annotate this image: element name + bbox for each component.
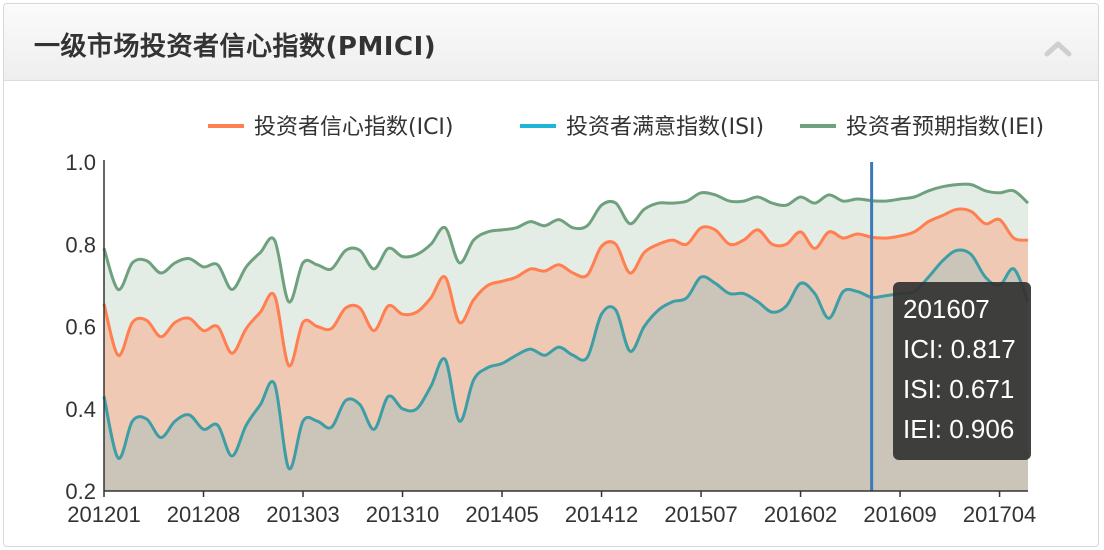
x-tick-label: 201602 bbox=[764, 502, 837, 527]
legend-label: 投资者预期指数(IEI) bbox=[846, 115, 1044, 140]
y-tick-label: 0.4 bbox=[65, 397, 96, 422]
x-tick-label: 201208 bbox=[167, 502, 240, 527]
x-tick-label: 201303 bbox=[266, 502, 339, 527]
x-tick-label: 201310 bbox=[366, 502, 439, 527]
x-tick-label: 201405 bbox=[465, 502, 538, 527]
legend-item-ici[interactable]: 投资者信心指数(ICI) bbox=[208, 115, 454, 140]
tooltip-iei: IEI: 0.906 bbox=[903, 414, 1031, 454]
legend-item-isi[interactable]: 投资者满意指数(ISI) bbox=[520, 115, 764, 140]
x-tick-label: 201412 bbox=[565, 502, 638, 527]
tooltip-ici: ICI: 0.817 bbox=[903, 334, 1031, 374]
legend-label: 投资者信心指数(ICI) bbox=[254, 115, 454, 140]
y-tick-label: 0.8 bbox=[65, 232, 96, 257]
x-tick-label: 201507 bbox=[664, 502, 737, 527]
y-tick-label: 0.6 bbox=[65, 315, 96, 340]
tooltip-isi: ISI: 0.671 bbox=[903, 374, 1031, 414]
legend-item-iei[interactable]: 投资者预期指数(IEI) bbox=[800, 115, 1044, 140]
x-tick-label: 201704 bbox=[963, 502, 1036, 527]
x-tick-label: 201609 bbox=[863, 502, 936, 527]
y-tick-label: 0.2 bbox=[65, 479, 96, 504]
chart-legend: 投资者信心指数(ICI) 投资者满意指数(ISI) 投资者预期指数(IEI) bbox=[208, 115, 1044, 140]
legend-label: 投资者满意指数(ISI) bbox=[566, 115, 764, 140]
x-tick-label: 201201 bbox=[67, 502, 140, 527]
y-tick-label: 1.0 bbox=[65, 150, 96, 175]
tooltip-period: 201607 bbox=[903, 294, 1031, 334]
data-tooltip: 201607 ICI: 0.817 ISI: 0.671 IEI: 0.906 bbox=[893, 282, 1031, 460]
